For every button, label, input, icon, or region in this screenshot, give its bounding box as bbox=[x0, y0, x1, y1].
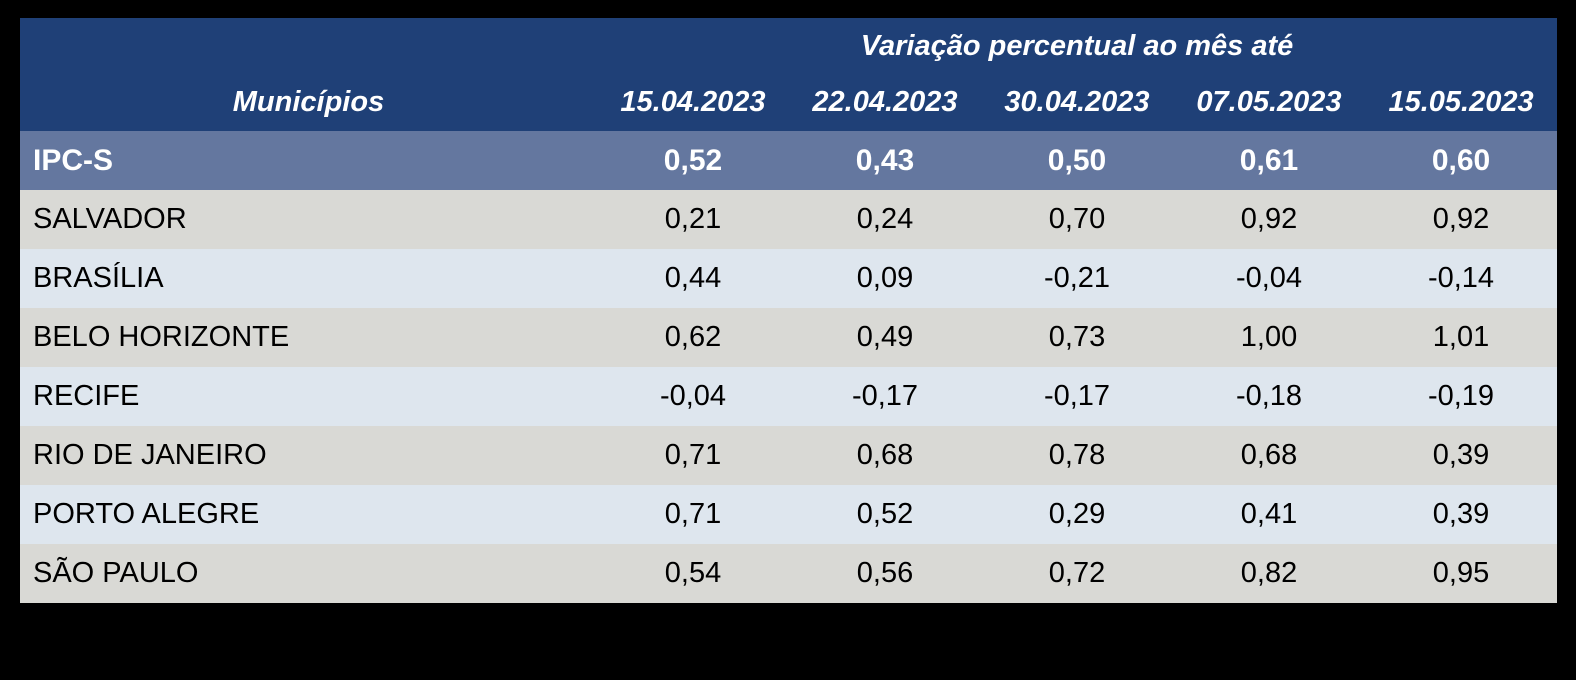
cell-value: -0,04 bbox=[1173, 249, 1365, 308]
cell-value: 0,95 bbox=[1365, 544, 1558, 603]
cell-value: 0,56 bbox=[789, 544, 981, 603]
cell-value: 0,52 bbox=[597, 131, 789, 190]
row-label: BRASÍLIA bbox=[20, 249, 597, 308]
row-label: IPC-S bbox=[20, 131, 597, 190]
cell-value: 0,41 bbox=[1173, 485, 1365, 544]
cell-value: -0,21 bbox=[981, 249, 1173, 308]
cell-value: 0,61 bbox=[1173, 131, 1365, 190]
cell-value: 0,92 bbox=[1365, 190, 1558, 249]
row-label: BELO HORIZONTE bbox=[20, 308, 597, 367]
cell-value: 0,39 bbox=[1365, 426, 1558, 485]
row-label: RIO DE JANEIRO bbox=[20, 426, 597, 485]
cell-value: 0,73 bbox=[981, 308, 1173, 367]
cell-value: 0,29 bbox=[981, 485, 1173, 544]
cell-value: 0,70 bbox=[981, 190, 1173, 249]
cell-value: -0,17 bbox=[789, 367, 981, 426]
cell-value: 0,68 bbox=[789, 426, 981, 485]
summary-row-ipcs: IPC-S 0,52 0,43 0,50 0,61 0,60 bbox=[20, 131, 1558, 190]
column-header-date-5: 15.05.2023 bbox=[1388, 86, 1534, 118]
cell-value: 0,43 bbox=[789, 131, 981, 190]
cell-value: 0,44 bbox=[597, 249, 789, 308]
column-header-date-1: 15.04.2023 bbox=[620, 86, 766, 118]
row-label: RECIFE bbox=[20, 367, 597, 426]
cell-value: 1,01 bbox=[1365, 308, 1558, 367]
table-row-brasilia: BRASÍLIA 0,44 0,09 -0,21 -0,04 -0,14 bbox=[20, 249, 1558, 308]
cell-value: 0,71 bbox=[597, 485, 789, 544]
cell-value: 0,78 bbox=[981, 426, 1173, 485]
cell-value: 0,92 bbox=[1173, 190, 1365, 249]
header-spacer-cell bbox=[20, 18, 597, 74]
cell-value: -0,19 bbox=[1365, 367, 1558, 426]
table-row-sao-paulo: SÃO PAULO 0,54 0,56 0,72 0,82 0,95 bbox=[20, 544, 1558, 603]
row-label: SÃO PAULO bbox=[20, 544, 597, 603]
ipcs-variation-table: Variação percentual ao mês até Município… bbox=[20, 18, 1558, 603]
table-row-rio-de-janeiro: RIO DE JANEIRO 0,71 0,68 0,78 0,68 0,39 bbox=[20, 426, 1558, 485]
cell-value: 0,71 bbox=[597, 426, 789, 485]
cell-value: 0,62 bbox=[597, 308, 789, 367]
header-group-row: Variação percentual ao mês até bbox=[20, 18, 1558, 74]
cell-value: -0,14 bbox=[1365, 249, 1558, 308]
table-body: SALVADOR 0,21 0,24 0,70 0,92 0,92 BRASÍL… bbox=[20, 190, 1558, 603]
cell-value: 0,82 bbox=[1173, 544, 1365, 603]
row-label: PORTO ALEGRE bbox=[20, 485, 597, 544]
cell-value: 0,72 bbox=[981, 544, 1173, 603]
table-row-porto-alegre: PORTO ALEGRE 0,71 0,52 0,29 0,41 0,39 bbox=[20, 485, 1558, 544]
cell-value: 0,49 bbox=[789, 308, 981, 367]
column-header-date-2: 22.04.2023 bbox=[812, 86, 958, 118]
column-header-date-3: 30.04.2023 bbox=[1004, 86, 1150, 118]
cell-value: -0,17 bbox=[981, 367, 1173, 426]
table-row-recife: RECIFE -0,04 -0,17 -0,17 -0,18 -0,19 bbox=[20, 367, 1558, 426]
column-header-municipios: Municípios bbox=[232, 86, 385, 118]
cell-value: 0,24 bbox=[789, 190, 981, 249]
cell-value: 0,68 bbox=[1173, 426, 1365, 485]
cell-value: -0,18 bbox=[1173, 367, 1365, 426]
cell-value: 1,00 bbox=[1173, 308, 1365, 367]
cell-value: 0,09 bbox=[789, 249, 981, 308]
cell-value: -0,04 bbox=[597, 367, 789, 426]
table-row-belo-horizonte: BELO HORIZONTE 0,62 0,49 0,73 1,00 1,01 bbox=[20, 308, 1558, 367]
cell-value: 0,50 bbox=[981, 131, 1173, 190]
header-columns-row: Municípios 15.04.2023 22.04.2023 30.04.2… bbox=[20, 74, 1558, 131]
cell-value: 0,39 bbox=[1365, 485, 1558, 544]
row-label: SALVADOR bbox=[20, 190, 597, 249]
column-header-date-4: 07.05.2023 bbox=[1196, 86, 1342, 118]
cell-value: 0,52 bbox=[789, 485, 981, 544]
cell-value: 0,54 bbox=[597, 544, 789, 603]
cell-value: 0,21 bbox=[597, 190, 789, 249]
table-title: Variação percentual ao mês até bbox=[860, 29, 1294, 62]
cell-value: 0,60 bbox=[1365, 131, 1558, 190]
table-row-salvador: SALVADOR 0,21 0,24 0,70 0,92 0,92 bbox=[20, 190, 1558, 249]
